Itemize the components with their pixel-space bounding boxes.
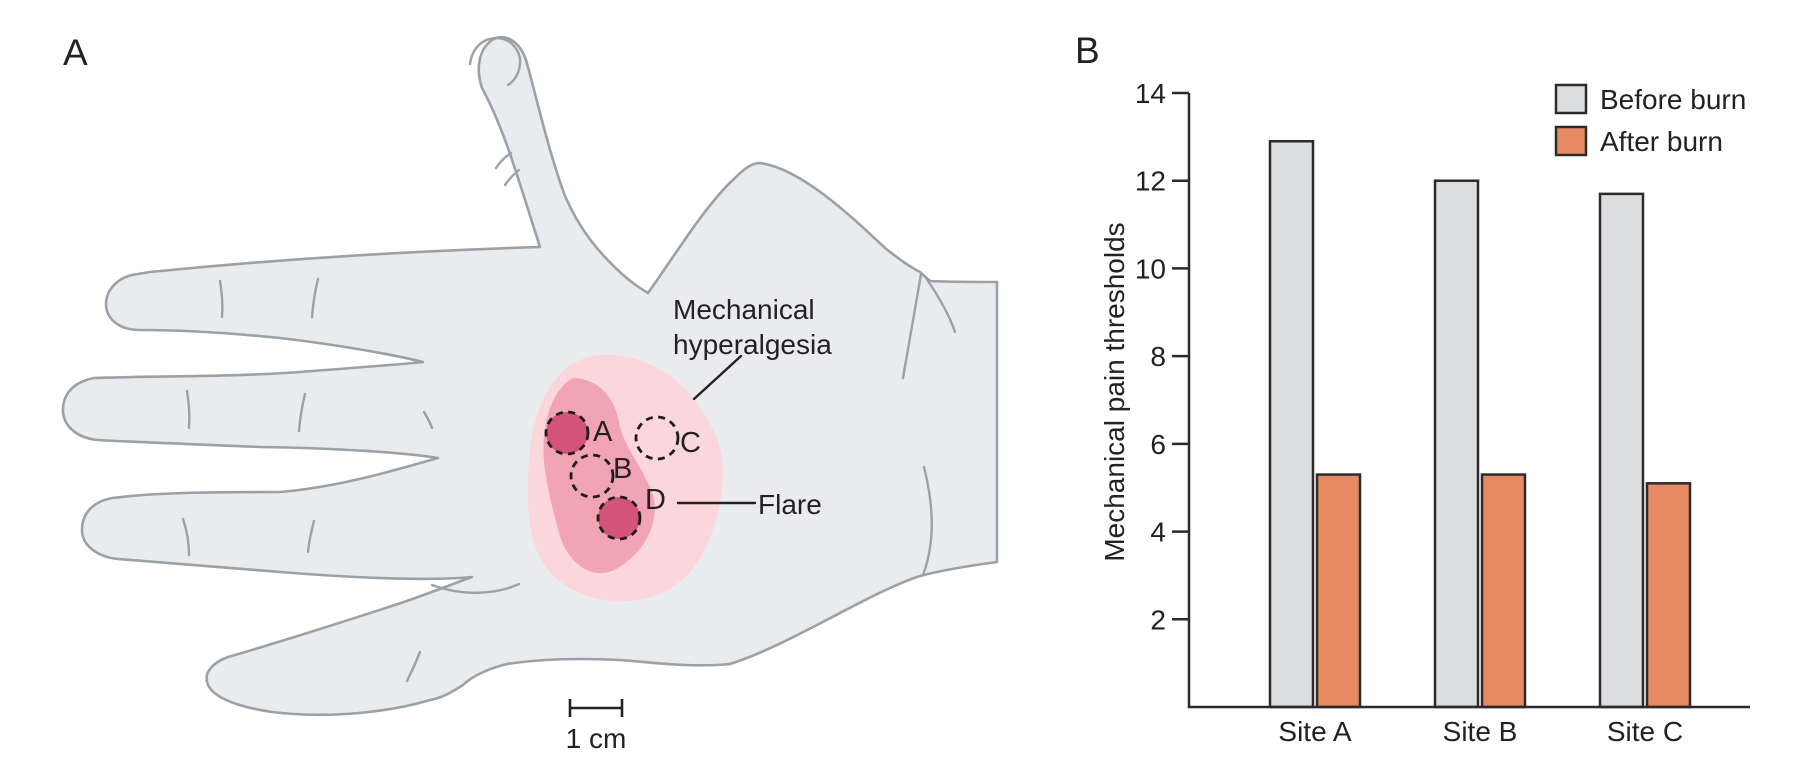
legend-label: Before burn [1600,84,1746,115]
little-crease [405,650,422,683]
palm-crease-3 [430,582,521,594]
y-axis-title: Mechanical pain thresholds [1099,222,1130,561]
site-b-label: B [613,453,632,485]
site-c-circle [634,415,680,461]
index-crease-2 [310,277,320,319]
hand-diagram: A B C D Mechanical hyperalgesia Flare 1 … [61,32,999,754]
hyperalgesia-callout-line [692,354,743,401]
thumb-crease-1 [494,151,513,170]
thumb-nail [468,36,522,87]
x-category-label: Site B [1443,716,1518,747]
hand-creases [181,36,957,683]
middle-crease-1 [185,389,191,430]
legend-label: After burn [1600,126,1723,157]
palm-crease-1 [422,410,434,430]
ring-crease-1 [181,517,191,557]
scale-bar-line [568,699,624,717]
index-crease-1 [218,279,224,319]
middle-crease-2 [297,392,307,433]
hand-outline [61,35,999,717]
hyperalgesia-label-line2: hyperalgesia [673,329,832,360]
panel-b-label: B [1075,30,1100,71]
y-tick-label: 10 [1135,253,1166,284]
site-c-label: C [680,427,701,459]
y-tick-label: 2 [1150,604,1166,635]
y-tick-label: 14 [1135,78,1166,109]
bar-before-burn-site-a [1268,139,1315,709]
chart-axes [1187,93,1750,709]
x-category-label: Site A [1278,716,1351,747]
scale-bar-label: 1 cm [566,723,627,754]
y-tick-label: 6 [1150,429,1166,460]
y-tick-label: 12 [1135,166,1166,197]
legend-swatch-after-burn [1554,125,1588,157]
site-d-circle [596,495,642,541]
scale-bar: 1 cm [566,699,627,754]
chart-generated: Site A Site B Site C 2 4 6 8 10 12 14 Before burn A… [1135,78,1750,747]
wrist-crease-2 [924,276,957,334]
thumb-crease-2 [503,168,521,187]
hyperalgesia-label-line1: Mechanical [673,294,815,325]
stimulation-sites [544,410,680,541]
flare-label: Flare [758,489,822,520]
bar-chart: B Mechanical pain thresholds Site A Site … [1075,30,1750,747]
x-category-label: Site C [1607,716,1683,747]
panel-a-label: A [63,32,88,73]
bar-after-burn-site-b [1480,473,1527,709]
ring-crease-2 [306,519,316,554]
wrist-crease-1 [901,272,923,380]
bar-before-burn-site-c [1598,192,1645,709]
bar-before-burn-site-b [1433,179,1480,709]
site-a-circle [544,410,590,456]
y-tick-label: 4 [1150,517,1166,548]
y-tick-label: 8 [1150,341,1166,372]
bar-after-burn-site-a [1315,473,1362,709]
site-d-label: D [645,484,666,516]
bar-after-burn-site-c [1645,482,1692,709]
site-a-label: A [593,416,613,448]
site-b-circle [569,453,615,499]
wrist-crease-3 [921,465,933,577]
legend-swatch-before-burn [1554,83,1588,115]
